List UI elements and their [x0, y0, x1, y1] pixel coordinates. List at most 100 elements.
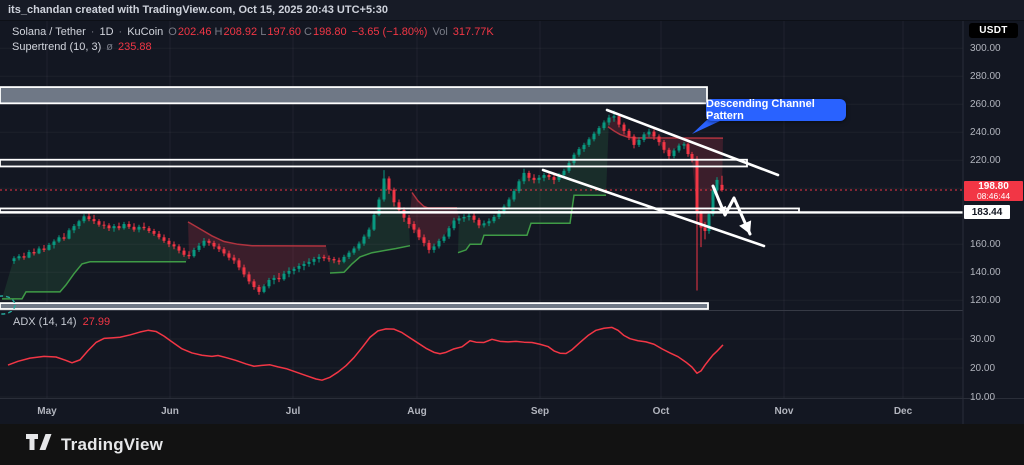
candle-body — [582, 144, 586, 150]
candle-body — [402, 210, 406, 218]
bar-countdown: 08:46:44 — [976, 190, 1011, 201]
demand-zone-114-118[interactable] — [0, 302, 709, 310]
interval-label[interactable]: 1D — [99, 26, 114, 38]
candle-body — [537, 177, 541, 180]
price-axis-tick[interactable]: 160.00 — [970, 239, 1001, 251]
candle-body — [587, 139, 591, 145]
candle-body — [482, 223, 486, 226]
supply-zone-260-272[interactable] — [0, 86, 708, 105]
candle-body — [677, 145, 681, 151]
candle-body — [307, 261, 311, 264]
channel-lower[interactable] — [541, 168, 766, 248]
candle-body — [442, 236, 446, 241]
time-axis-label[interactable]: Jul — [285, 406, 301, 417]
candle-body — [392, 189, 396, 203]
ohlc-key: C — [304, 26, 312, 38]
price-axis-tick[interactable]: 300.00 — [970, 43, 1001, 55]
candle-body — [607, 117, 611, 123]
ellipse-drawing-fragment[interactable] — [0, 295, 16, 315]
supertrend-line-up[interactable] — [329, 244, 411, 274]
supertrend-line-up[interactable] — [2, 261, 186, 300]
candle-body — [237, 260, 241, 268]
adx-axis-tick[interactable]: 20.00 — [970, 363, 996, 374]
indicator-row[interactable]: Supertrend (10, 3) ø 235.88 — [12, 40, 494, 55]
candle-body — [477, 219, 481, 226]
candle-body — [427, 242, 431, 250]
time-axis-label[interactable]: Nov — [774, 406, 794, 417]
adx-name[interactable]: ADX (14, 14) — [13, 316, 77, 328]
ohlc-value: 197.60 — [267, 26, 305, 38]
candle-body — [157, 233, 161, 238]
candle-body — [362, 236, 366, 244]
candle-body — [72, 226, 76, 231]
candle-body — [92, 219, 96, 222]
candle-body — [292, 268, 296, 271]
price-axis-tick[interactable]: 240.00 — [970, 127, 1001, 139]
candle-body — [462, 217, 466, 219]
pattern-callout-text: Descending Channel Pattern — [706, 98, 815, 122]
supertrend-fill-up — [458, 117, 609, 253]
candle-body — [547, 175, 551, 178]
volume-label: Vol — [432, 26, 448, 38]
time-axis-label[interactable]: Sep — [530, 406, 550, 417]
price-axis-tick[interactable]: 220.00 — [970, 155, 1001, 167]
candle-body — [457, 218, 461, 221]
price-axis-tick[interactable]: 140.00 — [970, 267, 1001, 279]
candle-body — [217, 246, 221, 250]
channel-upper[interactable] — [605, 108, 780, 177]
time-axis-label[interactable]: Dec — [893, 406, 913, 417]
supertrend-line-down[interactable] — [607, 126, 724, 139]
candle-body — [552, 177, 556, 180]
price-axis-tick[interactable]: 260.00 — [970, 99, 1001, 111]
supertrend-label[interactable]: Supertrend (10, 3) — [12, 41, 102, 53]
adx-line — [7, 326, 724, 381]
candle-body — [507, 199, 511, 207]
candle-body — [703, 227, 707, 231]
time-axis-label[interactable]: Oct — [652, 406, 670, 417]
symbol-row[interactable]: Solana / Tether · 1D · KuCoin O202.46 H2… — [12, 25, 494, 40]
adx-legend[interactable]: ADX (14, 14) 27.99 — [13, 316, 110, 328]
time-axis-label[interactable]: May — [37, 406, 57, 417]
candle-body — [287, 270, 291, 274]
candle-body — [492, 217, 496, 222]
resistance-zone-215-220[interactable] — [0, 158, 748, 168]
candle-body — [695, 158, 699, 214]
symbol-name[interactable]: Solana / Tether — [12, 26, 86, 38]
tradingview-logo-icon[interactable] — [26, 433, 52, 456]
candle-body — [617, 116, 621, 125]
candle-body — [197, 245, 201, 250]
time-axis-label[interactable]: Jun — [161, 406, 179, 417]
candle-body — [227, 253, 231, 258]
candle-body — [57, 237, 61, 242]
supertrend-line-down[interactable] — [187, 221, 327, 247]
candle-body — [512, 191, 516, 200]
candle-body — [62, 237, 66, 239]
currency-toggle-button[interactable]: USDT — [969, 23, 1018, 38]
adx-axis-tick[interactable]: 30.00 — [970, 334, 996, 345]
adx-value: 27.99 — [82, 316, 111, 328]
candle-body — [97, 221, 101, 225]
candle-body — [532, 177, 536, 180]
candle-body — [277, 277, 281, 280]
tradingview-logo-text[interactable]: TradingView — [61, 434, 164, 454]
adx-axis-tick[interactable]: 10.00 — [970, 392, 996, 403]
chart-legend[interactable]: Solana / Tether · 1D · KuCoin O202.46 H2… — [12, 25, 494, 55]
ohlc-value: 208.92 — [223, 26, 261, 38]
candle-body — [647, 131, 651, 135]
price-axis-tick[interactable]: 120.00 — [970, 295, 1001, 307]
pattern-callout[interactable]: Descending Channel Pattern — [706, 98, 846, 122]
candle-body — [642, 134, 646, 140]
volume-value: 317.77K — [452, 26, 494, 38]
time-axis-label[interactable]: Aug — [407, 406, 427, 417]
price-axis-tick[interactable]: 280.00 — [970, 71, 1001, 83]
candle-body — [672, 150, 676, 157]
candle-body — [577, 149, 581, 155]
candle-body — [682, 144, 686, 146]
candle-body — [422, 237, 426, 243]
candle-body — [87, 216, 91, 220]
candle-body — [267, 280, 271, 287]
projection-arrow[interactable] — [711, 184, 752, 236]
candle-body — [302, 263, 306, 266]
